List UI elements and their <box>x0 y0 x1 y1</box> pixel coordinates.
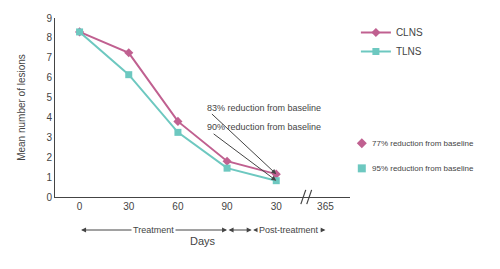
svg-text:1: 1 <box>46 172 52 183</box>
svg-text:83% reduction from baseline: 83% reduction from baseline <box>207 103 321 113</box>
svg-text:0: 0 <box>77 201 83 212</box>
svg-text:90% reduction from baseline: 90% reduction from baseline <box>207 122 321 132</box>
svg-text:3: 3 <box>46 132 52 143</box>
svg-text:60: 60 <box>172 201 184 212</box>
svg-text:30: 30 <box>123 201 135 212</box>
svg-text:8: 8 <box>46 32 52 43</box>
svg-text:90: 90 <box>222 201 234 212</box>
svg-text:365: 365 <box>317 201 334 212</box>
svg-text:77% reduction from baseline: 77% reduction from baseline <box>372 139 474 148</box>
svg-text:95% reduction from baseline: 95% reduction from baseline <box>372 164 474 173</box>
svg-text:9: 9 <box>46 13 52 24</box>
svg-text:5: 5 <box>46 92 52 103</box>
svg-text:Mean number of lesions: Mean number of lesions <box>16 54 27 161</box>
svg-text:4: 4 <box>46 112 52 123</box>
svg-text:2: 2 <box>46 152 52 163</box>
svg-text:7: 7 <box>46 52 52 63</box>
svg-text:TLNS: TLNS <box>396 46 422 57</box>
svg-text:CLNS: CLNS <box>396 27 423 38</box>
svg-text:Post-treatment: Post-treatment <box>259 225 319 235</box>
svg-text:0: 0 <box>46 192 52 203</box>
svg-text:Days: Days <box>190 235 216 247</box>
svg-text:Treatment: Treatment <box>133 225 174 235</box>
svg-text:30: 30 <box>271 201 283 212</box>
svg-text:6: 6 <box>46 72 52 83</box>
